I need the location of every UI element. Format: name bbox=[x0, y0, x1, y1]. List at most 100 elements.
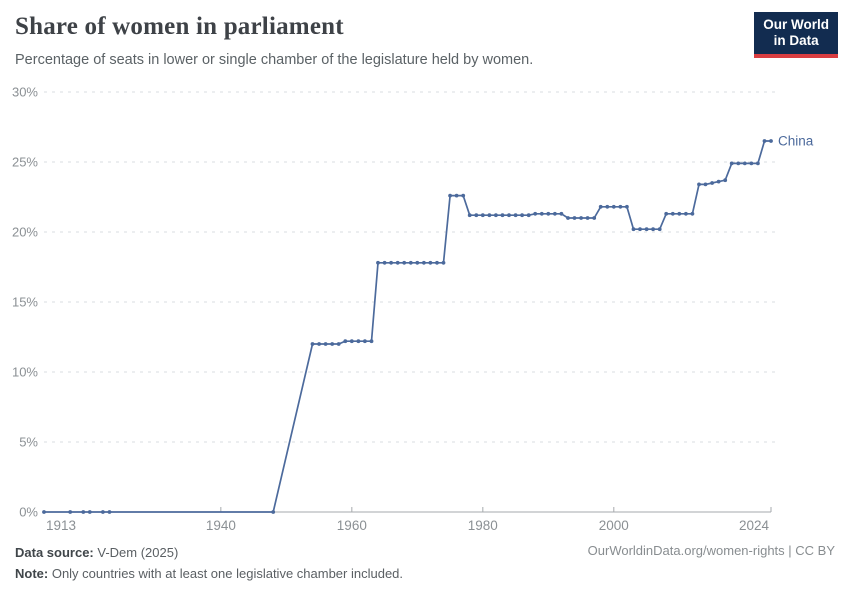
data-point[interactable] bbox=[330, 342, 335, 346]
data-source-label: Data source: bbox=[15, 545, 94, 560]
data-point[interactable] bbox=[317, 342, 321, 346]
data-point[interactable] bbox=[664, 211, 669, 216]
x-tick-label: 1940 bbox=[206, 518, 236, 533]
data-point[interactable] bbox=[376, 260, 380, 265]
data-point[interactable] bbox=[539, 211, 544, 216]
data-point[interactable] bbox=[769, 139, 773, 143]
data-point[interactable] bbox=[402, 260, 407, 265]
data-point[interactable] bbox=[592, 216, 597, 220]
chart-line[interactable] bbox=[43, 140, 772, 513]
note-label: Note: bbox=[15, 565, 49, 581]
data-point[interactable] bbox=[343, 339, 348, 344]
data-point[interactable] bbox=[677, 211, 682, 216]
data-source-value: V-Dem (2025) bbox=[93, 545, 179, 560]
data-point[interactable] bbox=[382, 260, 387, 265]
data-point[interactable] bbox=[526, 213, 531, 218]
y-tick-label: 25% bbox=[12, 155, 38, 170]
data-point[interactable] bbox=[585, 216, 590, 220]
data-point[interactable] bbox=[467, 213, 472, 218]
data-point[interactable] bbox=[546, 211, 551, 216]
y-tick-label: 15% bbox=[12, 295, 38, 310]
chart-footer: Data source: V-Dem (2025) Note: Only cou… bbox=[15, 543, 835, 585]
x-tick-label: 1980 bbox=[468, 518, 498, 533]
data-point[interactable] bbox=[500, 213, 505, 218]
data-point[interactable] bbox=[723, 178, 728, 183]
data-point[interactable] bbox=[572, 216, 577, 220]
x-tick-label: 2000 bbox=[599, 518, 629, 533]
data-point[interactable] bbox=[87, 510, 92, 514]
data-point[interactable] bbox=[625, 204, 629, 209]
data-point[interactable] bbox=[494, 213, 498, 218]
data-point[interactable] bbox=[389, 260, 393, 265]
data-point[interactable] bbox=[605, 204, 610, 209]
data-point[interactable] bbox=[448, 193, 452, 198]
data-point[interactable] bbox=[408, 260, 413, 265]
data-point[interactable] bbox=[598, 204, 603, 209]
data-point[interactable] bbox=[749, 161, 754, 166]
data-point[interactable] bbox=[363, 339, 367, 344]
data-point[interactable] bbox=[395, 260, 400, 265]
owid-logo[interactable]: Our World in Data bbox=[754, 12, 838, 58]
data-point[interactable] bbox=[638, 227, 642, 232]
data-point[interactable] bbox=[710, 181, 714, 185]
data-point[interactable] bbox=[81, 510, 86, 514]
data-point[interactable] bbox=[553, 211, 557, 216]
data-point[interactable] bbox=[435, 260, 439, 265]
data-point[interactable] bbox=[474, 213, 479, 218]
data-point[interactable] bbox=[336, 342, 341, 346]
note-row: Note: Only countries with at least one l… bbox=[15, 564, 835, 585]
data-point[interactable] bbox=[107, 510, 112, 514]
data-point[interactable] bbox=[762, 139, 767, 143]
x-tick-label: 1960 bbox=[337, 518, 367, 533]
data-point[interactable] bbox=[716, 179, 721, 184]
data-point[interactable] bbox=[415, 260, 420, 265]
data-point[interactable] bbox=[756, 161, 760, 166]
data-point[interactable] bbox=[507, 213, 511, 218]
data-point[interactable] bbox=[651, 227, 655, 232]
data-point[interactable] bbox=[611, 204, 616, 209]
x-tick-label: 1913 bbox=[46, 518, 76, 533]
data-point[interactable] bbox=[566, 216, 570, 220]
data-point[interactable] bbox=[690, 211, 695, 216]
data-point[interactable] bbox=[742, 161, 747, 166]
data-point[interactable] bbox=[42, 510, 46, 514]
data-point[interactable] bbox=[631, 227, 636, 232]
data-point[interactable] bbox=[684, 211, 688, 216]
data-point[interactable] bbox=[101, 510, 105, 514]
data-point[interactable] bbox=[310, 342, 315, 346]
data-point[interactable] bbox=[323, 342, 328, 346]
data-point[interactable] bbox=[428, 260, 433, 265]
line-chart[interactable]: 0% 5% 10% 15% 20% 25% 30% 1913 1940 1960 1980 2000 2… bbox=[0, 80, 850, 540]
series-end-label[interactable]: China bbox=[778, 134, 814, 149]
data-point[interactable] bbox=[520, 213, 524, 218]
data-point[interactable] bbox=[356, 339, 361, 344]
data-point[interactable] bbox=[736, 161, 741, 166]
data-point[interactable] bbox=[579, 216, 583, 220]
data-point[interactable] bbox=[68, 510, 73, 514]
data-point[interactable] bbox=[513, 213, 518, 218]
note-value: Only countries with at least one legisla… bbox=[48, 565, 404, 581]
page-title: Share of women in parliament bbox=[15, 13, 344, 40]
data-point[interactable] bbox=[729, 161, 734, 166]
data-point[interactable] bbox=[487, 213, 492, 218]
data-point[interactable] bbox=[559, 211, 564, 216]
data-point[interactable] bbox=[670, 211, 675, 216]
chart-canvas[interactable]: 0% 5% 10% 15% 20% 25% 30% 1913 1940 1960 1980 2000 2… bbox=[0, 80, 850, 540]
data-point[interactable] bbox=[349, 339, 354, 344]
y-tick-label: 20% bbox=[12, 225, 38, 240]
data-point[interactable] bbox=[369, 339, 374, 344]
data-point[interactable] bbox=[441, 260, 446, 265]
data-point[interactable] bbox=[461, 193, 466, 198]
data-point[interactable] bbox=[703, 182, 708, 187]
data-point[interactable] bbox=[480, 213, 485, 218]
data-point[interactable] bbox=[271, 510, 276, 514]
logo-line-1: Our World bbox=[763, 17, 829, 32]
attribution-link: OurWorldinData.org/women-rights | CC BY bbox=[587, 543, 835, 558]
data-point[interactable] bbox=[657, 227, 662, 232]
data-point[interactable] bbox=[454, 193, 459, 198]
data-point[interactable] bbox=[533, 211, 538, 216]
data-point[interactable] bbox=[422, 260, 426, 265]
data-point[interactable] bbox=[697, 182, 701, 187]
data-point[interactable] bbox=[644, 227, 649, 232]
data-point[interactable] bbox=[618, 204, 623, 209]
